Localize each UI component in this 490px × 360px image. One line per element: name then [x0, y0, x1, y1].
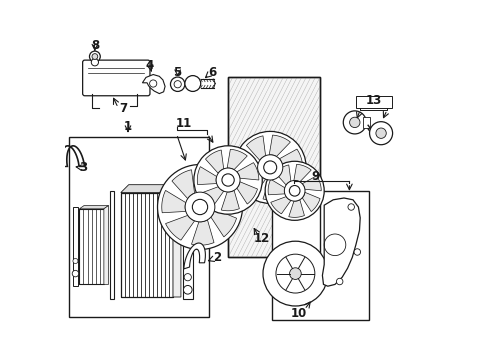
Text: 4: 4	[146, 59, 154, 72]
Polygon shape	[275, 165, 291, 185]
Circle shape	[276, 254, 315, 293]
Circle shape	[290, 185, 300, 196]
Text: 5: 5	[173, 66, 182, 78]
Circle shape	[185, 192, 215, 222]
Text: 10: 10	[291, 307, 307, 320]
Polygon shape	[199, 169, 224, 194]
Circle shape	[265, 161, 324, 220]
Text: 7: 7	[119, 102, 127, 115]
Circle shape	[263, 241, 328, 306]
Circle shape	[350, 117, 360, 127]
Polygon shape	[205, 150, 224, 173]
FancyBboxPatch shape	[83, 60, 150, 96]
Polygon shape	[143, 75, 165, 94]
Bar	[228, 77, 320, 257]
Text: 6: 6	[208, 66, 217, 79]
Text: 12: 12	[254, 232, 270, 245]
Circle shape	[376, 128, 386, 138]
Circle shape	[183, 285, 192, 294]
Circle shape	[174, 81, 181, 88]
Bar	[69, 137, 209, 317]
Circle shape	[337, 278, 343, 285]
Circle shape	[73, 258, 78, 264]
Polygon shape	[211, 209, 237, 237]
Polygon shape	[173, 185, 181, 297]
Circle shape	[216, 168, 240, 192]
Circle shape	[222, 174, 234, 186]
Circle shape	[369, 122, 392, 145]
Polygon shape	[200, 187, 224, 207]
Circle shape	[284, 180, 305, 201]
Polygon shape	[279, 169, 301, 193]
Polygon shape	[79, 206, 109, 209]
Circle shape	[354, 249, 361, 255]
Circle shape	[348, 204, 354, 210]
Polygon shape	[211, 185, 238, 207]
Bar	[121, 193, 173, 297]
Bar	[79, 209, 104, 284]
Polygon shape	[221, 190, 240, 211]
Polygon shape	[166, 215, 195, 240]
Circle shape	[290, 268, 301, 279]
Circle shape	[194, 146, 262, 214]
Polygon shape	[172, 170, 195, 199]
Circle shape	[157, 165, 243, 249]
Polygon shape	[197, 167, 217, 185]
Polygon shape	[302, 176, 321, 191]
Circle shape	[193, 199, 208, 215]
Bar	[183, 187, 193, 299]
Polygon shape	[302, 192, 320, 212]
Bar	[363, 117, 370, 128]
Bar	[272, 191, 369, 320]
Polygon shape	[104, 206, 109, 284]
Bar	[228, 77, 320, 257]
Circle shape	[91, 59, 98, 66]
Polygon shape	[322, 198, 360, 286]
Text: 3: 3	[79, 161, 87, 174]
Polygon shape	[289, 200, 304, 217]
Bar	[356, 96, 392, 108]
Polygon shape	[263, 178, 282, 200]
Circle shape	[264, 161, 277, 174]
Circle shape	[258, 155, 283, 180]
Polygon shape	[271, 197, 291, 214]
Polygon shape	[237, 163, 259, 180]
Bar	[110, 191, 114, 299]
Polygon shape	[162, 190, 186, 213]
Text: 1: 1	[124, 120, 132, 132]
Circle shape	[72, 270, 79, 277]
Bar	[73, 207, 78, 286]
Circle shape	[90, 51, 100, 62]
Circle shape	[185, 76, 201, 91]
Text: 9: 9	[311, 170, 319, 183]
Circle shape	[171, 77, 185, 91]
Polygon shape	[279, 149, 303, 167]
Polygon shape	[227, 149, 247, 170]
Text: 8: 8	[91, 39, 99, 51]
Polygon shape	[192, 220, 214, 245]
Polygon shape	[237, 182, 258, 204]
Circle shape	[184, 274, 192, 281]
Circle shape	[343, 111, 367, 134]
Text: 13: 13	[366, 94, 382, 107]
Circle shape	[92, 54, 98, 59]
Polygon shape	[238, 153, 258, 172]
Text: 11: 11	[176, 117, 192, 130]
Polygon shape	[121, 185, 181, 193]
Text: 2: 2	[213, 251, 221, 264]
Polygon shape	[184, 243, 205, 269]
Polygon shape	[294, 164, 311, 182]
Polygon shape	[246, 136, 266, 160]
Circle shape	[234, 131, 306, 203]
Polygon shape	[241, 175, 266, 195]
Polygon shape	[269, 135, 291, 157]
Polygon shape	[268, 179, 285, 195]
